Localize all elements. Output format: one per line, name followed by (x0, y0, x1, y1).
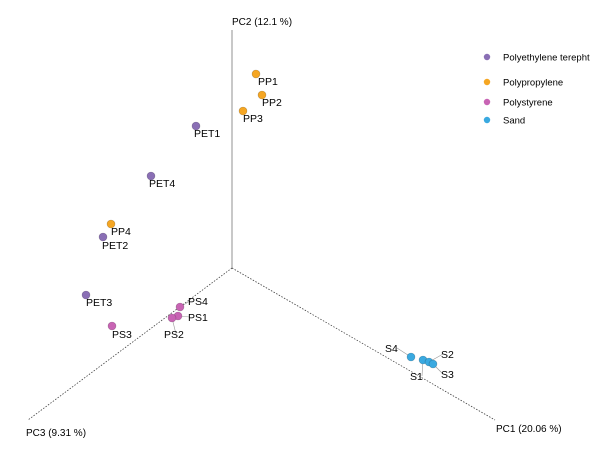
legend-label-1: Polypropylene (503, 78, 563, 89)
pc3-label: PC3 (9.31 %) (26, 428, 86, 439)
point-PS3[interactable] (107, 321, 117, 331)
legend-label-2: Polystyrene (503, 98, 553, 109)
point-S3[interactable] (428, 359, 438, 369)
legend-marker-1 (483, 78, 491, 86)
legend: Polyethylene terepht Polypropylene Polysty… (483, 53, 590, 127)
point-PP2[interactable] (257, 90, 267, 100)
point-PET4[interactable] (146, 171, 156, 181)
point-PP1[interactable] (251, 69, 261, 79)
point-label-PET2: PET2 (102, 240, 128, 252)
point-label-PS2: PS2 (164, 329, 184, 341)
legend-marker-2 (483, 98, 491, 106)
point-PET3[interactable] (81, 290, 91, 300)
pc2-label: PC2 (12.1 %) (232, 17, 292, 28)
point-label-PET4: PET4 (149, 178, 175, 190)
point-S4[interactable] (406, 352, 416, 362)
legend-label-3: Sand (503, 116, 525, 127)
point-label-PP4: PP4 (111, 226, 131, 238)
pc1-axis (231, 267, 496, 421)
point-PS4[interactable] (175, 302, 185, 312)
point-label-PP3: PP3 (243, 113, 263, 125)
legend-marker-0 (483, 53, 491, 61)
point-PP3[interactable] (238, 106, 248, 116)
point-label-S4: S4 (385, 343, 398, 355)
legend-label-0: Polyethylene terepht (503, 53, 590, 64)
point-label-PS1: PS1 (188, 312, 208, 324)
point-label-PET1: PET1 (194, 128, 220, 140)
point-label-S1: S1 (410, 371, 423, 383)
point-PET2[interactable] (98, 232, 108, 242)
point-PET1[interactable] (191, 121, 201, 131)
label-leaders (171, 300, 444, 377)
legend-marker-3 (483, 116, 491, 124)
point-label-PP2: PP2 (262, 97, 282, 109)
axes: PC2 (12.1 %) PC1 (20.06 %) PC3 (9.31 %) (26, 17, 562, 439)
point-label-S3: S3 (441, 369, 454, 381)
point-label-PET3: PET3 (86, 297, 112, 309)
point-PS2[interactable] (167, 313, 177, 323)
point-label-PP1: PP1 (258, 76, 278, 88)
point-label-PS4: PS4 (188, 296, 208, 308)
point-label-PS3: PS3 (112, 329, 132, 341)
point-label-S2: S2 (441, 349, 454, 361)
point-PP4[interactable] (106, 219, 116, 229)
pc1-label: PC1 (20.06 %) (496, 424, 562, 435)
pc3-axis (27, 267, 233, 421)
